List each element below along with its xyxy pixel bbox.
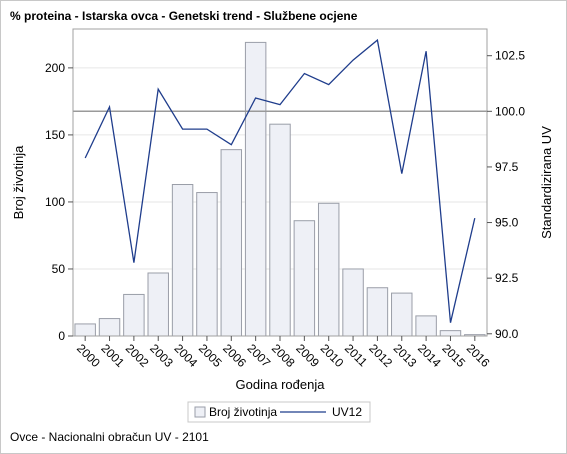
x-tick-label: 2014	[415, 341, 444, 370]
footnote: Ovce - Nacionalni obračun UV - 2101	[10, 430, 209, 444]
bar	[147, 272, 169, 337]
y2-tick-label: 95.0	[495, 216, 519, 230]
x-tick-label: 2001	[98, 341, 127, 370]
line-series	[84, 38, 476, 323]
y2-axis-label: Standardizirana UV	[539, 126, 554, 239]
y2-tick-label: 102.5	[495, 49, 525, 63]
x-tick-label: 2000	[74, 341, 103, 370]
x-tick-label: 2005	[196, 341, 225, 370]
bar	[74, 323, 96, 337]
x-tick-label: 2016	[464, 341, 493, 370]
y-tick-label: 200	[45, 61, 65, 75]
y-tick-label: 100	[45, 195, 65, 209]
legend-label-line: UV12	[332, 405, 362, 419]
x-tick-label: 2009	[293, 341, 322, 370]
x-tick-label: 2013	[391, 341, 420, 370]
y2-tick-label: 100.0	[495, 104, 525, 118]
x-tick-label: 2002	[123, 341, 152, 370]
bar	[244, 41, 267, 337]
bar	[391, 292, 413, 337]
y-tick-label: 150	[45, 128, 65, 142]
x-tick-label: 2003	[147, 341, 176, 370]
y-tick-label: 0	[58, 329, 65, 343]
bar	[415, 315, 437, 337]
y2-tick-label: 92.5	[495, 271, 519, 285]
bar	[439, 330, 462, 337]
bar	[171, 184, 194, 337]
bar	[293, 220, 316, 337]
bar	[366, 287, 389, 337]
y2-tick-label: 97.5	[495, 160, 519, 174]
bar	[123, 293, 145, 337]
x-tick-label: 2004	[171, 341, 200, 370]
bar	[269, 123, 291, 337]
x-tick-label: 2007	[245, 341, 274, 370]
x-tick-label: 2006	[220, 341, 249, 370]
bar	[220, 149, 243, 337]
bar	[196, 192, 218, 337]
bar	[342, 268, 364, 337]
x-tick-label: 2011	[342, 341, 370, 369]
chart-title: % proteina - Istarska ovca - Genetski tr…	[10, 9, 358, 23]
legend-box	[187, 401, 371, 423]
legend-swatch-bar	[194, 406, 206, 418]
y-axis-label: Broj životinja	[11, 145, 26, 219]
y-tick-label: 50	[52, 262, 66, 276]
x-tick-label: 2008	[269, 341, 298, 370]
legend-label-bar: Broj životinja	[209, 405, 277, 419]
y2-tick-label: 90.0	[495, 327, 519, 341]
bar-series	[74, 41, 486, 337]
bar	[317, 202, 340, 337]
uv12-line	[84, 38, 476, 323]
x-tick-label: 2015	[439, 341, 468, 370]
x-tick-label: 2010	[318, 341, 347, 370]
bar	[98, 318, 121, 337]
legend: Broj životinja UV12	[187, 401, 371, 423]
x-tick-label: 2012	[366, 341, 395, 370]
x-axis-label: Godina rođenja	[236, 377, 326, 392]
